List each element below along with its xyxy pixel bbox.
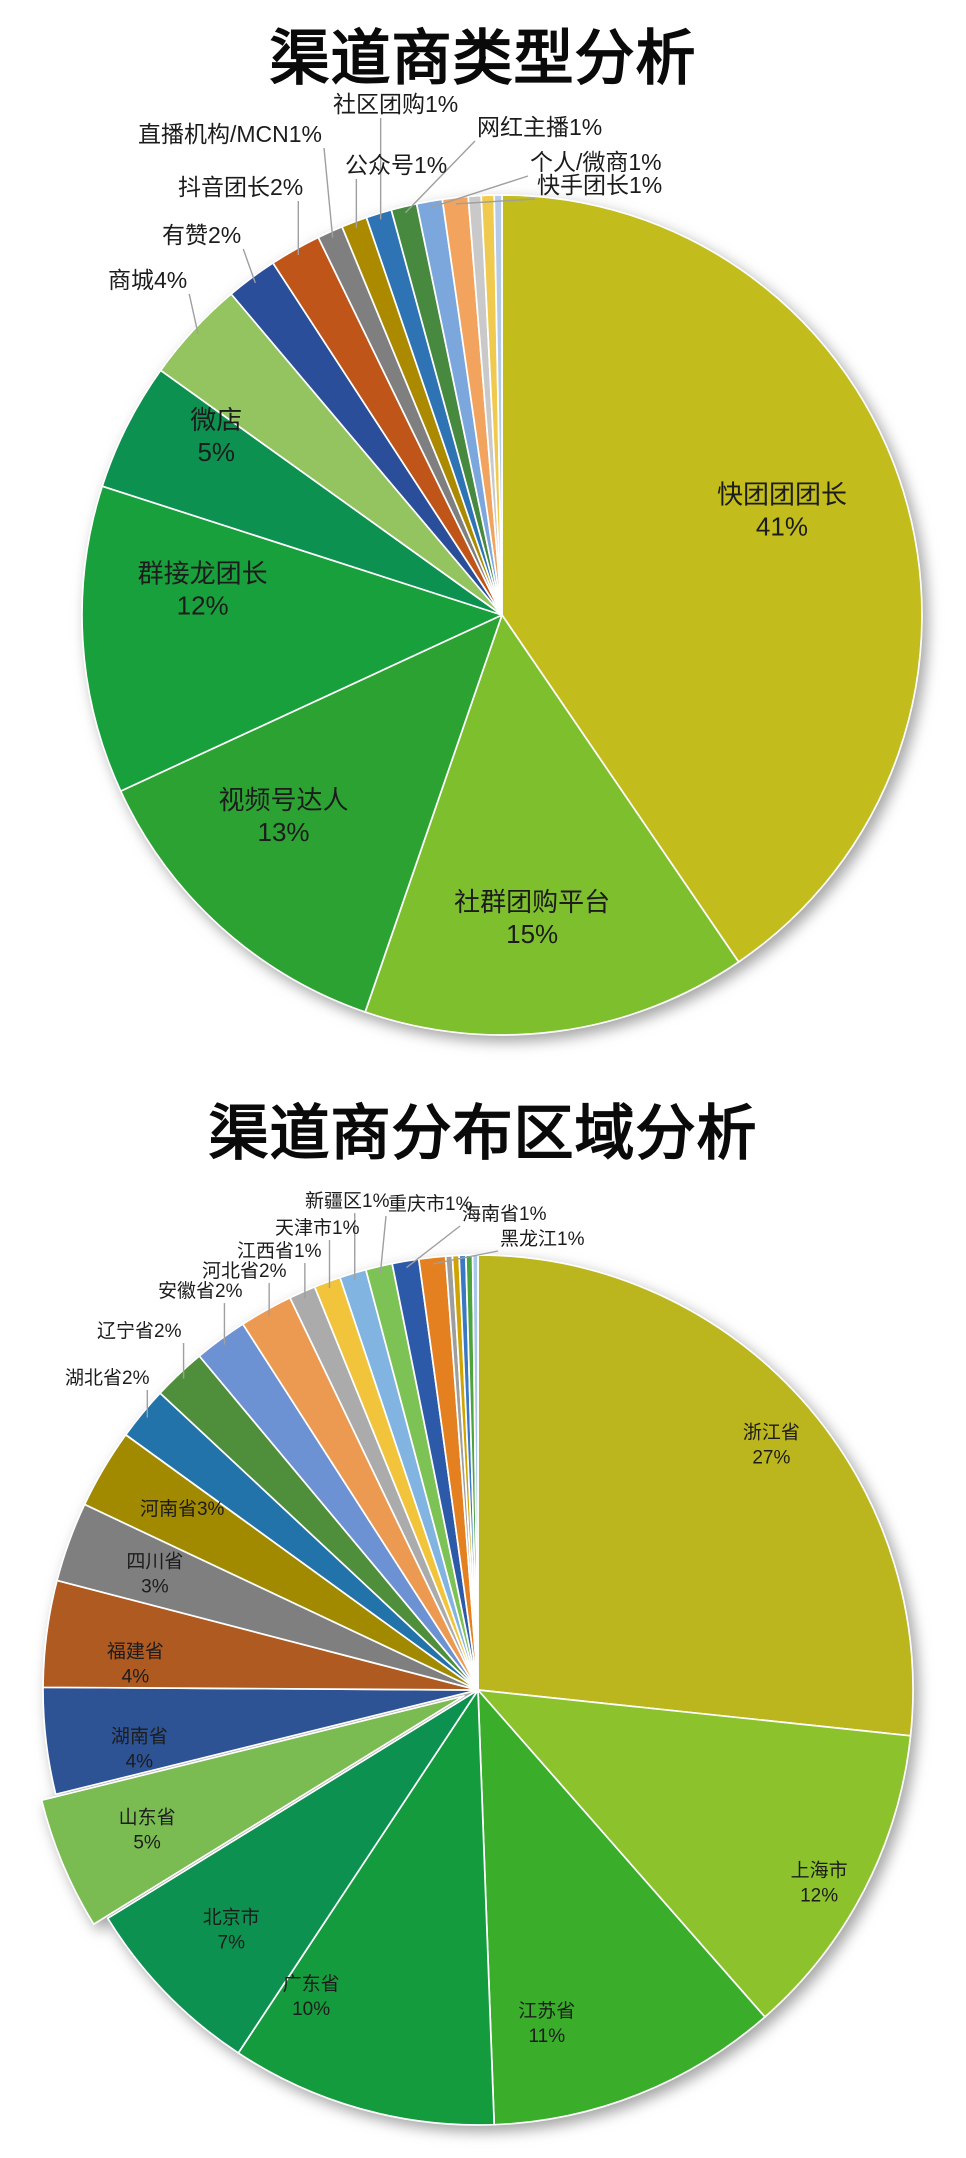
slice-pct-微店: 5% xyxy=(197,437,235,467)
leader-line-网红主播 xyxy=(404,140,476,214)
slice-label-黑龙江: 黑龙江1% xyxy=(500,1228,585,1250)
slice-label-网红主播: 网红主播1% xyxy=(477,114,602,140)
slice-label-商城: 商城4% xyxy=(108,267,187,293)
leader-lines-group xyxy=(188,118,536,335)
slice-label-天津市: 天津市1% xyxy=(275,1217,360,1239)
slice-label-有赞: 有赞2% xyxy=(162,222,241,248)
leader-line-快手团长 xyxy=(455,198,536,205)
slice-label-湖北省: 湖北省2% xyxy=(65,1367,150,1389)
pie-slices-group xyxy=(40,1254,914,2126)
labels-group: 浙江省 27% 上海市 12% 江苏省 11% 广东省 10% 北京市 7% 山东省 5% 湖南省 4% 福… xyxy=(65,1190,848,2047)
slice-label-山东省: 山东省 xyxy=(119,1806,176,1828)
pie-slice-北京市 xyxy=(106,1689,479,2054)
leader-line-黑龙江 xyxy=(432,1250,499,1265)
slice-label-河北省: 河北省2% xyxy=(202,1260,287,1282)
slice-label-北京市: 北京市 xyxy=(203,1907,260,1929)
slice-label-江西省: 江西省1% xyxy=(237,1240,322,1262)
slice-label-社群团购平台: 社群团购平台 xyxy=(454,887,610,917)
leader-line-商城 xyxy=(188,293,199,335)
slice-label-湖南省: 湖南省 xyxy=(111,1726,168,1748)
pie-slice-浙江省 xyxy=(477,1254,914,1737)
slice-label-江苏省: 江苏省 xyxy=(518,2000,575,2022)
slice-pct-福建省: 4% xyxy=(122,1667,150,1688)
slice-label-快团团团长: 快团团团长 xyxy=(717,479,847,509)
leader-line-直播机构/MCN xyxy=(323,147,334,238)
chart-section-type-analysis: 快团团团长 41% 社群团购平台 15% 视频号达人 13% 群接龙团长 12% 微店 5% 商城4… xyxy=(0,0,966,1055)
slice-pct-上海市: 12% xyxy=(800,1886,838,1907)
leader-line-有赞 xyxy=(242,248,256,284)
slice-label-群接龙团长: 群接龙团长 xyxy=(138,558,268,588)
chart-title-region-analysis: 渠道商分布区域分析 xyxy=(208,1100,758,1167)
pie-slice-视频号达人 xyxy=(119,614,503,1013)
pie-slice-unlabeled-16 xyxy=(493,194,503,616)
slice-label-辽宁省: 辽宁省2% xyxy=(97,1320,182,1342)
slice-pct-快团团团长: 41% xyxy=(756,511,808,541)
slice-label-福建省: 福建省 xyxy=(107,1641,164,1663)
slice-pct-江苏省: 11% xyxy=(528,2026,565,2047)
slice-label-公众号: 公众号1% xyxy=(345,152,447,178)
slice-label-安徽省: 安徽省2% xyxy=(158,1280,243,1302)
slice-label-个人/微商: 个人/微商1% xyxy=(530,149,662,175)
slice-pct-群接龙团长: 12% xyxy=(177,590,229,620)
slice-label-快手团长: 快手团长1% xyxy=(537,172,662,198)
slice-label-微店: 微店 xyxy=(190,405,242,435)
pie-slice-群接龙团长 xyxy=(81,485,503,792)
slice-pct-社群团购平台: 15% xyxy=(506,919,558,949)
slice-label-海南省: 海南省1% xyxy=(462,1203,547,1225)
slice-pct-北京市: 7% xyxy=(218,1933,246,1954)
slice-label-抖音团长: 抖音团长2% xyxy=(178,174,303,200)
slice-label-社区团购: 社区团购1% xyxy=(333,91,458,117)
leader-lines-group xyxy=(146,1213,499,1418)
pie-slice-山东省 xyxy=(40,1695,465,1926)
pie-slice-广东省 xyxy=(237,1689,496,2126)
chart-title-type-analysis: 渠道商类型分析 xyxy=(269,25,697,92)
chart-section-region-analysis: 浙江省 27% 上海市 12% 江苏省 11% 广东省 10% 北京市 7% 山东省 5% 湖南省 4% 福… xyxy=(0,1055,966,2158)
slice-label-重庆市: 重庆市1% xyxy=(388,1193,473,1215)
pie-slice-上海市 xyxy=(477,1689,912,2018)
slice-label-广东省: 广东省 xyxy=(283,1973,340,1995)
pie-slice-社群团购平台 xyxy=(364,614,740,1036)
leader-line-重庆市 xyxy=(379,1215,387,1273)
slice-label-河南省: 河南省3% xyxy=(140,1498,225,1520)
slice-pct-浙江省: 27% xyxy=(752,1448,790,1469)
leader-line-海南省 xyxy=(406,1225,461,1269)
slice-pct-山东省: 5% xyxy=(133,1832,161,1853)
slice-pct-四川省: 3% xyxy=(141,1576,169,1597)
pie-slice-快团团团长 xyxy=(501,194,923,963)
pie-slice-江苏省 xyxy=(477,1689,766,2126)
pie-slices-group xyxy=(81,194,923,1036)
slice-pct-广东省: 10% xyxy=(292,1999,330,2020)
slice-label-直播机构/MCN: 直播机构/MCN1% xyxy=(138,121,322,147)
leader-line-个人/微商 xyxy=(430,175,529,209)
slice-label-上海市: 上海市 xyxy=(791,1860,848,1882)
pie-chart-region-analysis: 浙江省 27% 上海市 12% 江苏省 11% 广东省 10% 北京市 7% 山东省 5% 湖南省 4% 福… xyxy=(40,1190,914,2126)
slice-label-四川省: 四川省 xyxy=(126,1550,183,1572)
slice-label-视频号达人: 视频号达人 xyxy=(219,785,349,815)
slice-label-新疆区: 新疆区1% xyxy=(305,1190,390,1212)
slice-label-浙江省: 浙江省 xyxy=(743,1422,800,1444)
slice-pct-视频号达人: 13% xyxy=(257,817,309,847)
slice-pct-湖南省: 4% xyxy=(126,1752,154,1773)
